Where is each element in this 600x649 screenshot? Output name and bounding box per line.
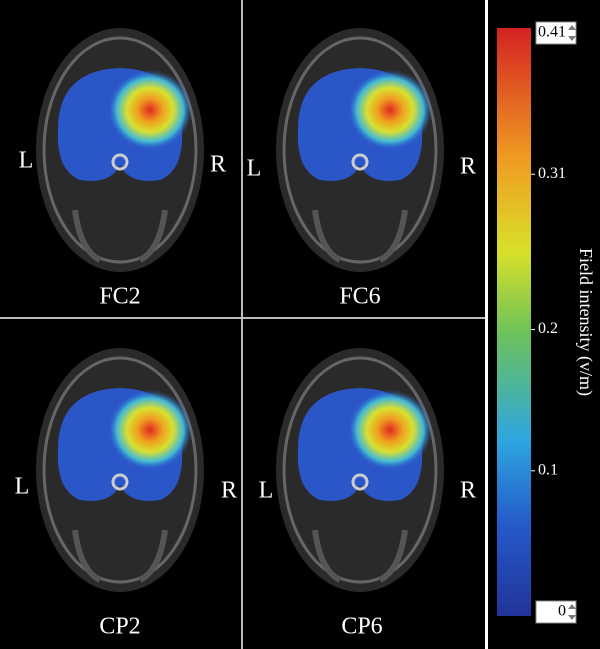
tick-label: 0.31: [538, 165, 566, 182]
electrode-label: FC2: [99, 284, 140, 310]
right-label: R: [460, 478, 476, 504]
spinner: [568, 25, 576, 41]
tick-label: 0.1: [538, 461, 558, 478]
tick-label: 0.41: [538, 24, 566, 41]
brain-image: [36, 28, 204, 272]
left-label: L: [15, 474, 30, 500]
left-label: L: [19, 148, 34, 174]
tick-box: [535, 600, 577, 624]
electrode-label: CP6: [341, 614, 382, 640]
electrode-label: FC6: [339, 284, 380, 310]
right-label: R: [210, 152, 226, 178]
right-label: R: [221, 478, 237, 504]
spinner: [568, 604, 576, 620]
left-label: L: [259, 478, 274, 504]
brain-image: [36, 348, 204, 592]
colorbar-title: Field intensity (v/m): [575, 248, 596, 396]
left-label: L: [247, 156, 262, 182]
electrode-label: CP2: [99, 614, 140, 640]
tick-label: 0: [558, 603, 566, 620]
colorbar: [497, 28, 531, 616]
brain-image: [276, 348, 444, 592]
brain-image: [276, 28, 444, 272]
tick-box: [535, 21, 577, 45]
tick-label: 0.2: [538, 320, 558, 337]
right-label: R: [460, 154, 476, 180]
